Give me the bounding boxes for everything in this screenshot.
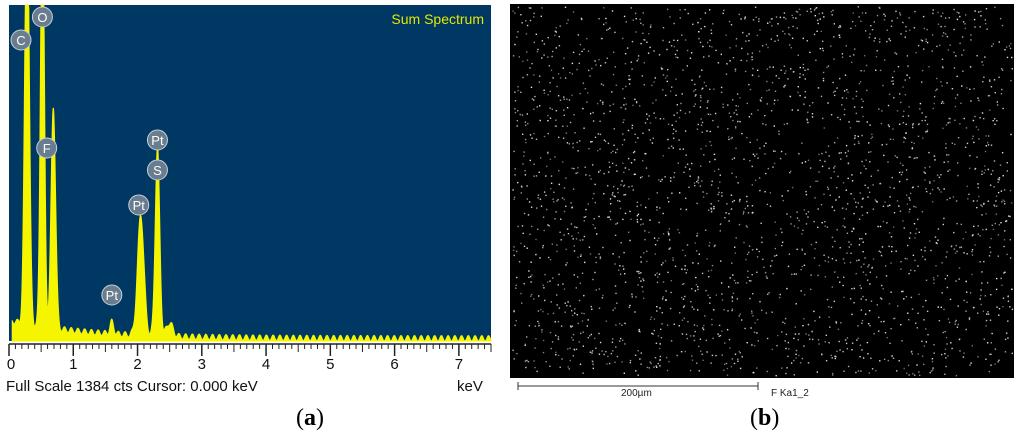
svg-text:Pt: Pt (151, 133, 164, 148)
x-tick-label-2: 2 (133, 356, 141, 373)
eds-spectrum-chart: CO F Pt Pt S Pt Sum Spectrum 0 1 2 3 4 5 6 7 (6, 4, 492, 373)
caption-b: (b) (750, 405, 780, 431)
peak-marker-c-0: C (10, 29, 32, 51)
x-tick-label-7: 7 (455, 356, 463, 373)
svg-text:O: O (37, 10, 47, 25)
svg-text:C: C (16, 33, 25, 48)
element-map (510, 4, 1014, 390)
x-tick-label-1: 1 (69, 356, 77, 373)
map-dots (512, 6, 1014, 377)
plot-area (9, 5, 491, 341)
peak-marker-s-5: S (146, 159, 168, 181)
x-tick-label-6: 6 (390, 356, 398, 373)
chart-title: Sum Spectrum (391, 11, 484, 27)
x-tick-label-3: 3 (198, 356, 206, 373)
svg-text:S: S (153, 163, 162, 178)
spectrum-trace (11, 4, 492, 342)
peak-marker-o-1: O (31, 6, 53, 28)
x-axis-unit: keV (457, 378, 483, 395)
status-full-scale: Full Scale 1384 cts Cursor: 0.000 keV (6, 378, 258, 395)
caption-b-letter: b (758, 405, 772, 431)
peak-marker-pt-3: Pt (101, 284, 123, 306)
peak-marker-f-2: F (36, 137, 58, 159)
scale-bar-label: 200µm (621, 388, 652, 399)
x-tick-label-0: 0 (7, 356, 15, 373)
svg-text:Pt: Pt (133, 198, 146, 213)
map-element-label: F Ka1_2 (771, 388, 809, 399)
peak-marker-pt-4: Pt (128, 194, 150, 216)
x-tick-label-4: 4 (262, 356, 270, 373)
map-background (510, 4, 1014, 378)
caption-a-letter: a (304, 405, 316, 431)
svg-text:F: F (43, 141, 51, 156)
peak-marker-pt-6: Pt (146, 129, 168, 151)
svg-text:Pt: Pt (106, 288, 119, 303)
caption-a: (a) (296, 405, 324, 431)
x-tick-label-5: 5 (326, 356, 334, 373)
